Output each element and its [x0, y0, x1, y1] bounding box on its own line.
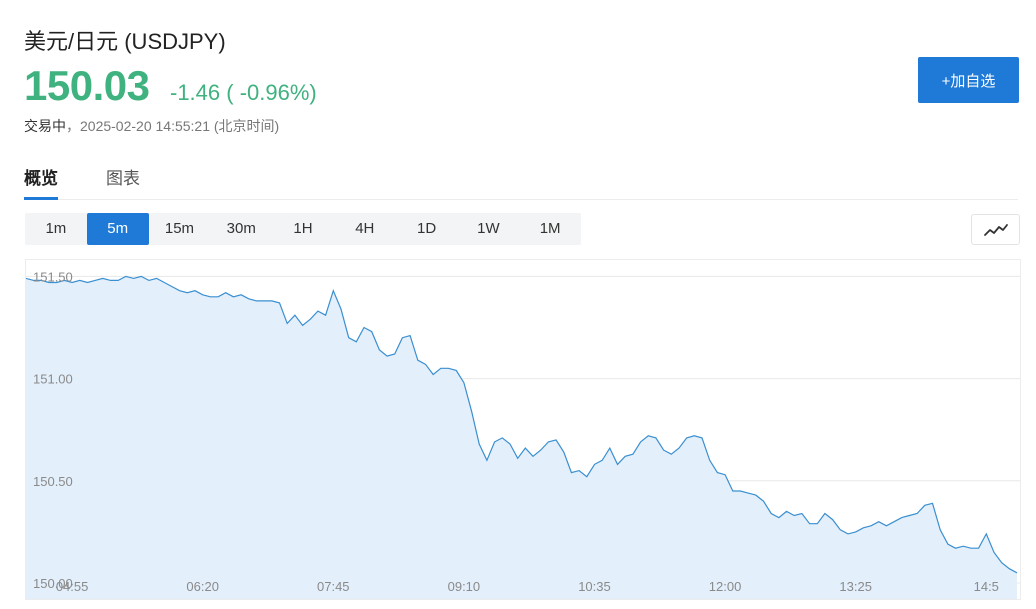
x-tick-label: 13:25 — [839, 579, 872, 594]
timeframe-1w[interactable]: 1W — [477, 220, 500, 237]
tab-chart[interactable]: 图表 — [106, 169, 140, 188]
add-watchlist-button[interactable]: +加自选 — [918, 57, 1019, 103]
timeframe-1d[interactable]: 1D — [416, 220, 437, 237]
price-area — [26, 276, 1017, 599]
timeframe-5m[interactable]: 5m — [86, 213, 149, 245]
timeframe-15m[interactable]: 15m — [164, 220, 195, 237]
price-line — [26, 275, 1018, 574]
timeframe-1h[interactable]: 1H — [293, 220, 313, 237]
timeframe-4h[interactable]: 4H — [355, 220, 375, 237]
price-change: -1.46 ( -0.96%) — [170, 80, 317, 105]
x-tick-label: 06:20 — [186, 579, 219, 594]
price-chart[interactable]: 151.50 151.00 150.50 150.00 04:55 06:20 07:45 0… — [25, 259, 1021, 600]
chart-type-button[interactable] — [971, 214, 1020, 245]
x-tick-label: 14:5 — [974, 579, 999, 594]
timeframe-1mo[interactable]: 1M — [539, 220, 561, 237]
timeframe-selector: 1m 5m 15m 30m 1H 4H 1D 1W 1M — [25, 213, 581, 245]
page-title: 美元/日元 (USDJPY) — [24, 29, 226, 54]
line-chart-icon — [983, 223, 1008, 236]
x-tick-label: 12:00 — [709, 579, 742, 594]
y-tick-label: 150.00 — [33, 576, 73, 591]
current-price: 150.03 — [24, 62, 150, 109]
tab-bar: 概览 图表 — [24, 164, 1018, 200]
timeframe-30m[interactable]: 30m — [226, 220, 256, 237]
tab-overview[interactable]: 概览 — [24, 164, 58, 200]
x-tick-label: 10:35 — [578, 579, 611, 594]
timeframe-1m[interactable]: 1m — [45, 220, 67, 237]
y-tick-label: 150.50 — [33, 474, 73, 489]
status-separator: ， — [66, 118, 80, 134]
y-tick-label: 151.50 — [33, 269, 73, 284]
timestamp: 2025-02-20 14:55:21 — [80, 118, 210, 134]
x-tick-label: 04:55 — [56, 579, 89, 594]
status-label: 交易中 — [24, 118, 66, 134]
x-tick-label: 07:45 — [317, 579, 350, 594]
x-tick-label: 09:10 — [448, 579, 481, 594]
timezone-label: (北京时间) — [213, 118, 280, 134]
trading-status: 交易中，2025-02-20 14:55:21 (北京时间) — [24, 116, 279, 136]
y-tick-label: 151.00 — [33, 372, 73, 387]
